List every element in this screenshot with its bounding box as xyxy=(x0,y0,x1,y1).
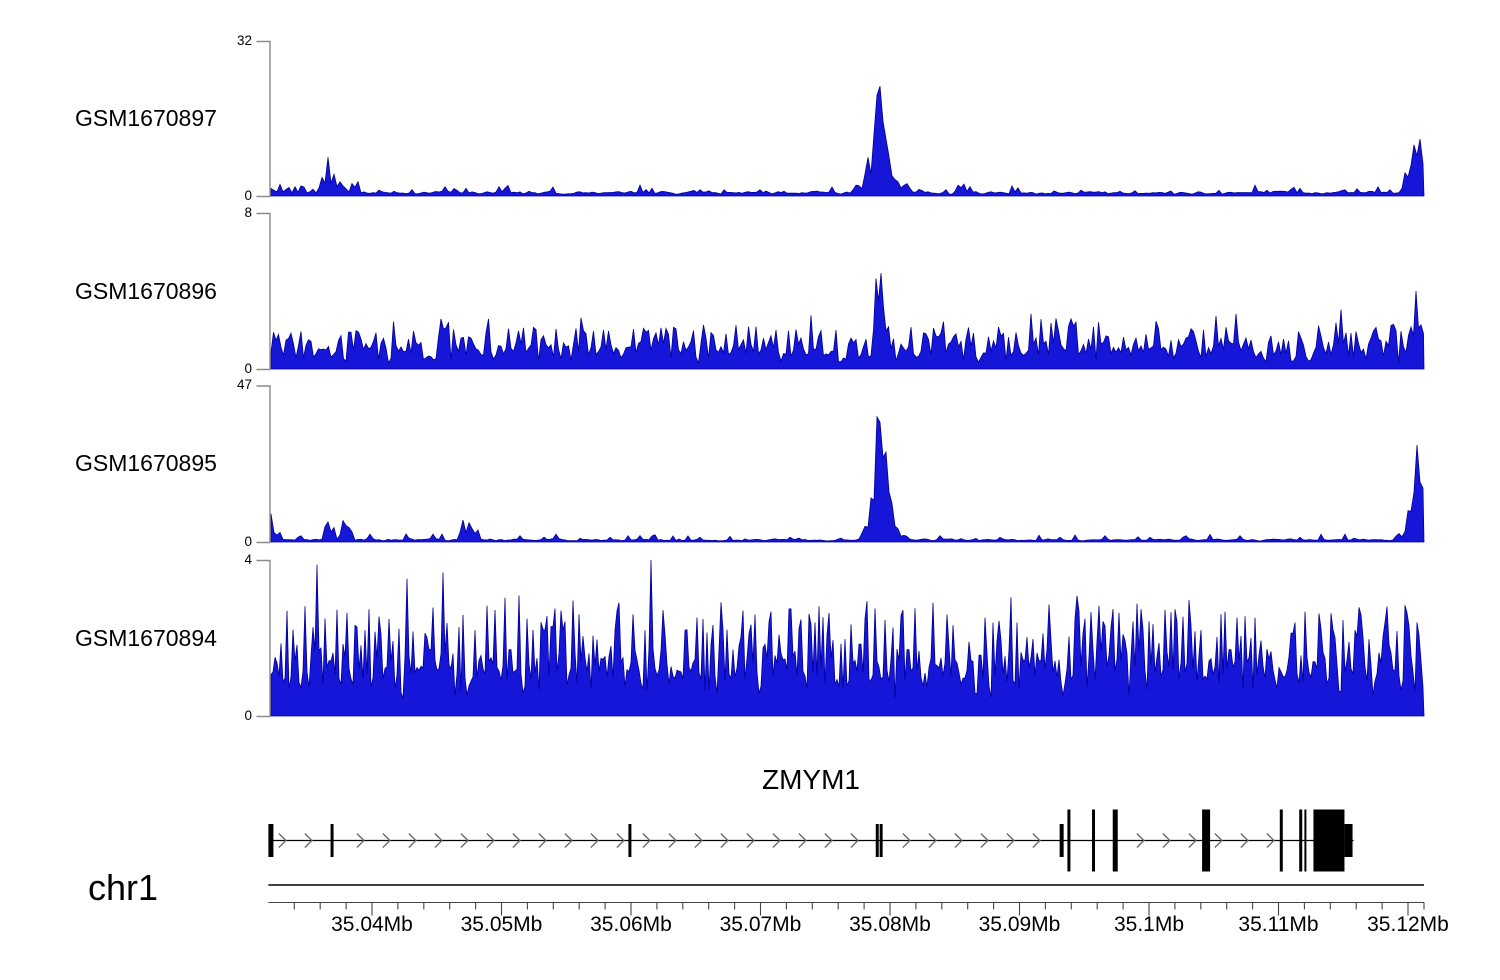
axis-tick-label: 35.05Mb xyxy=(460,913,543,936)
chromosome-label: chr1 xyxy=(88,867,159,908)
exon-rect xyxy=(268,824,274,857)
strand-arrow-icon xyxy=(1006,833,1015,848)
exon-rect xyxy=(1304,809,1307,872)
strand-arrow-icon xyxy=(902,833,911,848)
strand-arrow-icon xyxy=(798,833,807,848)
strand-arrow-icon xyxy=(772,833,781,848)
strand-arrow-icon xyxy=(1162,833,1171,848)
strand-arrow-icon xyxy=(694,833,703,848)
strand-arrow-icon xyxy=(720,833,729,848)
strand-arrow-icon xyxy=(512,833,521,848)
axis-tick-label: 35.06Mb xyxy=(590,913,672,936)
y-max-label-2: 8 xyxy=(244,205,252,220)
exon-rect xyxy=(1112,809,1118,872)
y-zero-label-2: 0 xyxy=(244,361,252,376)
exon-rect xyxy=(879,824,883,857)
y-axis-bracket xyxy=(256,559,271,718)
coverage-area-GSM1670894 xyxy=(270,559,1425,717)
exon-rect xyxy=(1279,809,1283,872)
y-zero-label-4: 0 xyxy=(244,708,252,723)
strand-arrow-icon xyxy=(278,833,287,848)
strand-arrow-icon xyxy=(1136,833,1145,848)
strand-arrow-icon xyxy=(928,833,937,848)
coverage-area-GSM1670896 xyxy=(270,273,1425,370)
strand-arrow-icon xyxy=(746,833,755,848)
exon-rect xyxy=(1202,809,1211,872)
exon-rect xyxy=(330,824,334,857)
y-max-label-1: 32 xyxy=(236,33,252,48)
strand-arrow-icon xyxy=(980,833,989,848)
coverage-area-GSM1670897 xyxy=(270,86,1425,197)
axis-tick-label: 35.09Mb xyxy=(978,913,1061,936)
axis-tick-label: 35.04Mb xyxy=(331,913,413,936)
exon-rect xyxy=(1059,824,1064,857)
track-label-4: GSM1670894 xyxy=(75,625,217,651)
strand-arrow-icon xyxy=(408,833,417,848)
y-axis-bracket xyxy=(256,385,271,544)
exon-rect xyxy=(628,824,632,857)
strand-arrow-icon xyxy=(668,833,677,848)
strand-arrow-icon xyxy=(538,833,547,848)
strand-arrow-icon xyxy=(1240,833,1249,848)
exon-rect xyxy=(1067,809,1071,872)
exon-rect xyxy=(1344,824,1353,857)
track-label-3: GSM1670895 xyxy=(75,450,217,476)
y-zero-label-1: 0 xyxy=(244,188,252,203)
strand-arrow-icon xyxy=(616,833,625,848)
strand-arrow-icon xyxy=(1188,833,1197,848)
exon-rect xyxy=(1313,809,1345,872)
strand-arrow-icon xyxy=(304,833,313,848)
y-max-label-3: 47 xyxy=(236,377,252,392)
strand-arrow-icon xyxy=(486,833,495,848)
y-axis-bracket xyxy=(256,212,271,371)
strand-arrow-icon xyxy=(642,833,651,848)
strand-arrow-icon xyxy=(460,833,469,848)
strand-arrow-icon xyxy=(824,833,833,848)
strand-arrow-icon xyxy=(356,833,365,848)
track-label-1: GSM1670897 xyxy=(75,105,217,131)
strand-arrow-icon xyxy=(590,833,599,848)
strand-arrow-icon xyxy=(1214,833,1223,848)
strand-arrow-icon xyxy=(434,833,443,848)
coverage-area-GSM1670895 xyxy=(270,415,1425,543)
exon-rect xyxy=(1092,809,1096,872)
y-zero-label-3: 0 xyxy=(244,534,252,549)
axis-tick-label: 35.1Mb xyxy=(1113,913,1185,936)
strand-arrow-icon xyxy=(1266,833,1275,848)
strand-arrow-icon xyxy=(564,833,573,848)
track-label-2: GSM1670896 xyxy=(75,278,217,304)
axis-tick-label: 35.12Mb xyxy=(1367,913,1449,936)
exon-rect xyxy=(1299,809,1303,872)
exon-rect xyxy=(875,824,879,857)
y-max-label-4: 4 xyxy=(244,552,252,567)
y-axis-bracket xyxy=(256,40,271,198)
strand-arrow-icon xyxy=(850,833,859,848)
gene-name-label: ZMYM1 xyxy=(762,764,860,795)
axis-tick-label: 35.07Mb xyxy=(719,913,802,936)
axis-tick-label: 35.11Mb xyxy=(1238,913,1319,936)
strand-arrow-icon xyxy=(1032,833,1041,848)
axis-tick-label: 35.08Mb xyxy=(849,913,931,936)
strand-arrow-icon xyxy=(382,833,391,848)
strand-arrow-icon xyxy=(954,833,963,848)
